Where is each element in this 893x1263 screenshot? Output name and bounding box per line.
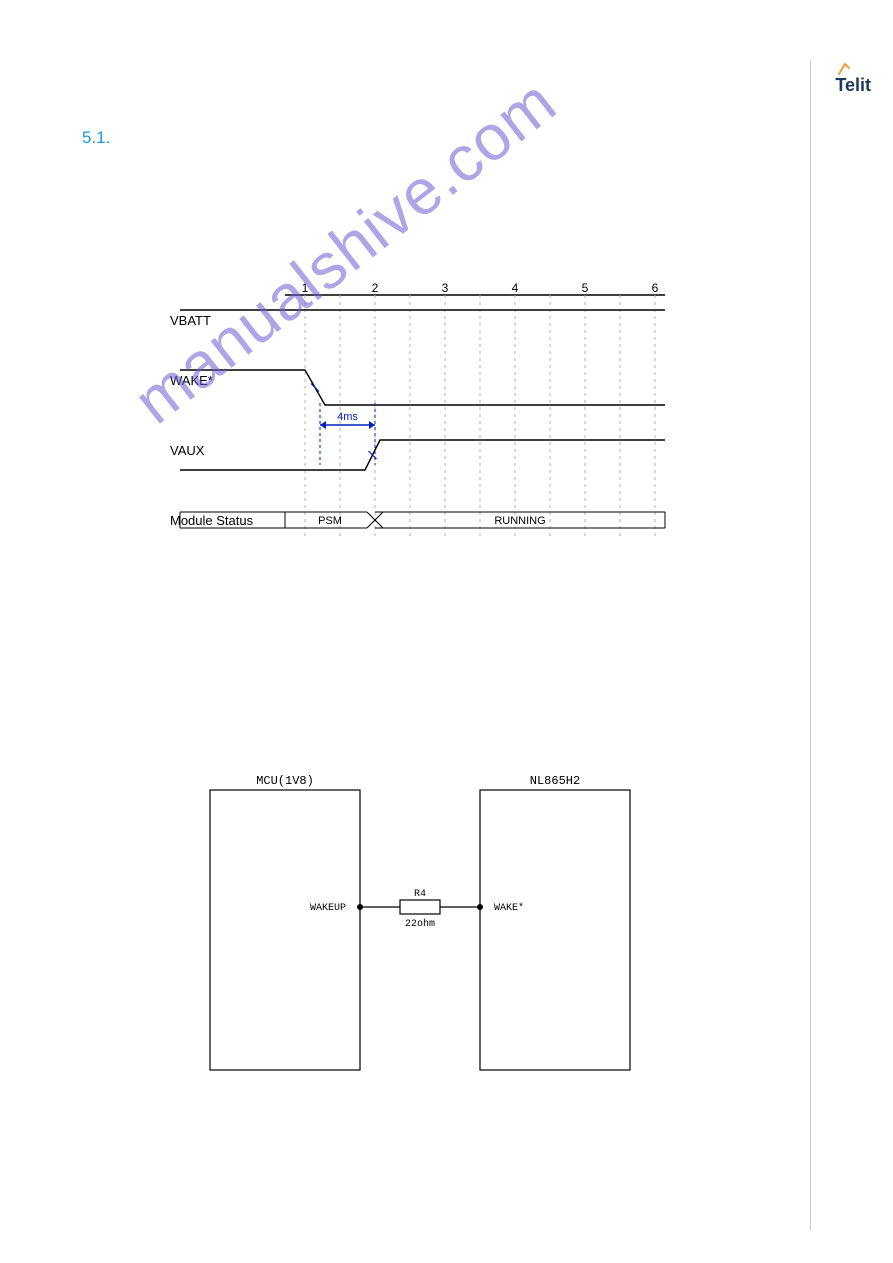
brand-logo: Telit xyxy=(835,75,871,96)
svg-text:5: 5 xyxy=(582,281,589,295)
section-number: 5.1. xyxy=(82,128,110,148)
page-divider xyxy=(810,60,811,1230)
timing-diagram: 1 2 3 4 5 6 VBATT WAKE* VAUX Module Status PSM RUNN… xyxy=(150,280,680,550)
svg-text:RUNNING: RUNNING xyxy=(494,515,545,527)
svg-text:3: 3 xyxy=(442,281,449,295)
svg-text:Module Status: Module Status xyxy=(170,513,254,528)
svg-text:22ohm: 22ohm xyxy=(405,918,435,930)
svg-text:WAKE*: WAKE* xyxy=(494,902,524,914)
svg-text:2: 2 xyxy=(372,281,379,295)
svg-text:6: 6 xyxy=(652,281,659,295)
svg-text:1: 1 xyxy=(302,281,309,295)
svg-text:4: 4 xyxy=(512,281,519,295)
svg-text:VAUX: VAUX xyxy=(170,443,205,458)
circuit-diagram: MCU(1V8) NL865H2 R4 22ohm WAKEUP WAKE* xyxy=(170,770,670,1090)
svg-text:MCU(1V8): MCU(1V8) xyxy=(256,774,314,788)
svg-text:WAKEUP: WAKEUP xyxy=(310,903,346,914)
logo-accent-icon xyxy=(837,62,851,76)
svg-text:PSM: PSM xyxy=(318,515,342,527)
svg-text:4ms: 4ms xyxy=(337,411,358,423)
svg-text:R4: R4 xyxy=(414,889,426,900)
svg-text:WAKE*: WAKE* xyxy=(170,373,213,388)
page: Telit 5.1. 1 2 3 4 5 6 VBATT WAKE* VAUX Module St… xyxy=(0,0,893,1263)
svg-text:NL865H2: NL865H2 xyxy=(530,774,580,788)
svg-text:VBATT: VBATT xyxy=(170,313,211,328)
